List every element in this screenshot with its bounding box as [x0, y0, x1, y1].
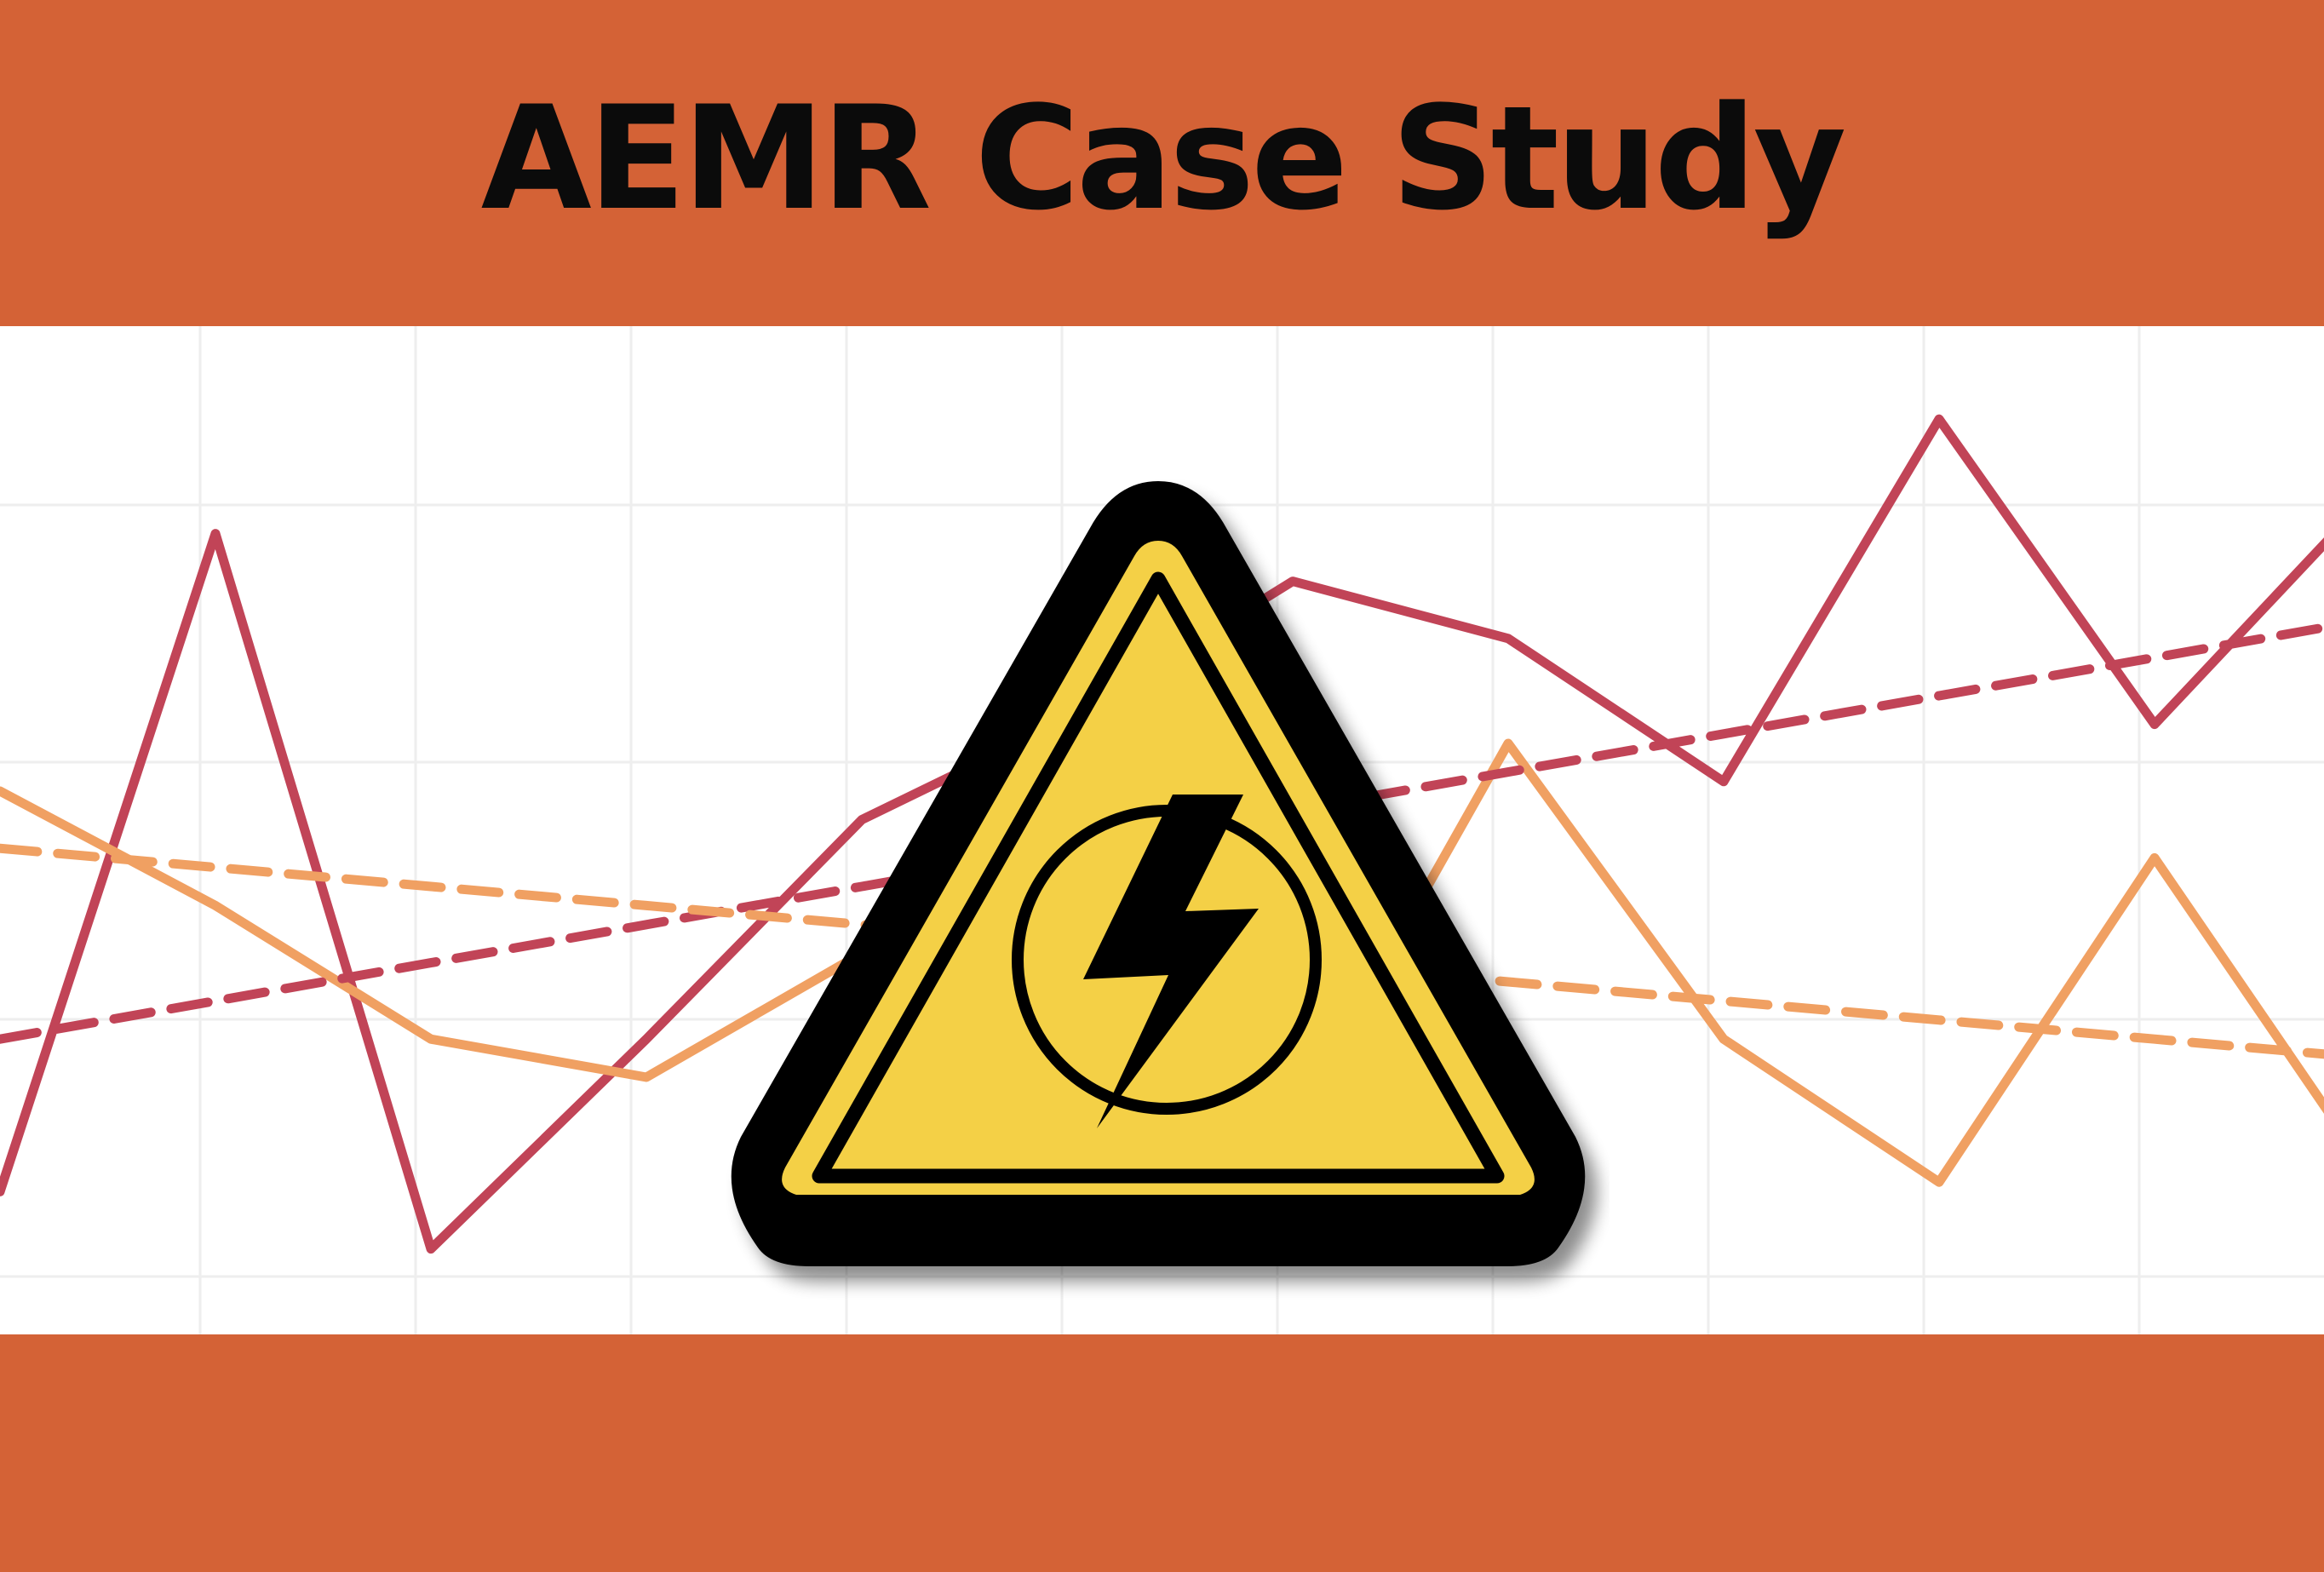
footer-banner [0, 1334, 2324, 1572]
page-title: AEMR Case Study [480, 74, 1847, 242]
trend-line-2 [0, 622, 2324, 1044]
title-banner: AEMR Case Study [0, 0, 2324, 326]
warning-sign-inner-border [812, 571, 1505, 1184]
high-voltage-warning-icon [707, 464, 1610, 1316]
lightning-bolt-icon [1083, 795, 1259, 1128]
